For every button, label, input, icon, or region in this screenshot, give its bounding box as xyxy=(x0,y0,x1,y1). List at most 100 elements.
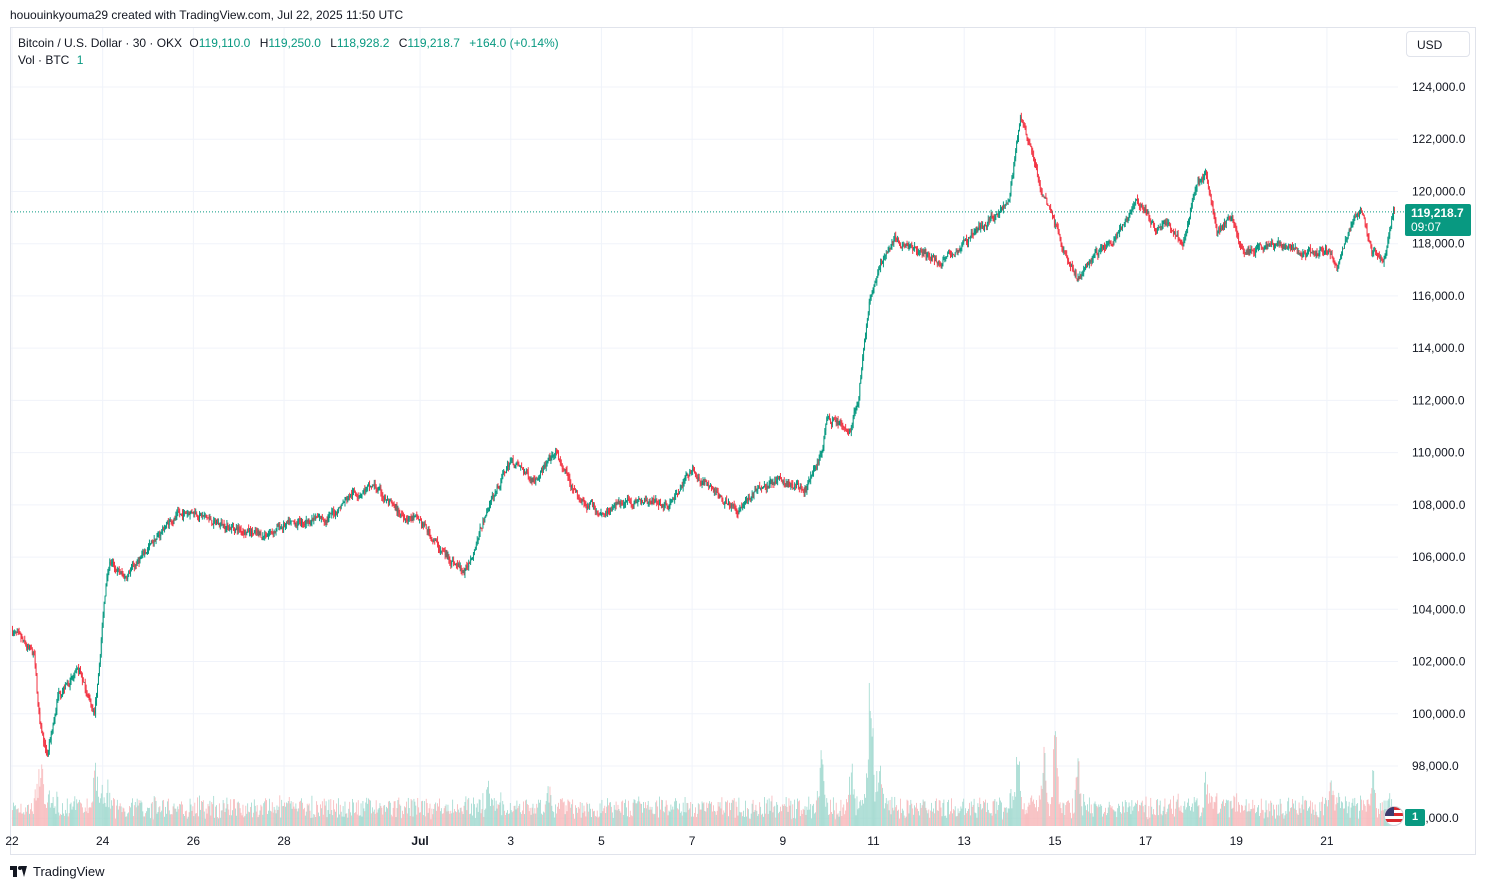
volume-bar xyxy=(1063,803,1065,826)
candle-body xyxy=(1198,180,1200,183)
volume-bar xyxy=(173,803,175,826)
volume-bar xyxy=(17,808,19,826)
volume-bar xyxy=(996,801,998,826)
volume-bar xyxy=(1242,810,1244,826)
volume-bar xyxy=(786,806,788,826)
candle-body xyxy=(901,245,903,249)
candle-body xyxy=(1355,215,1357,217)
candle-body xyxy=(272,532,274,534)
volume-bar xyxy=(525,800,526,826)
candle-body xyxy=(46,749,47,754)
currency-button[interactable]: USD xyxy=(1406,31,1470,57)
volume-bar xyxy=(976,817,978,826)
candle-body xyxy=(1371,247,1373,254)
candle-body xyxy=(339,507,341,509)
candle-body xyxy=(596,510,598,513)
volume-bar xyxy=(629,810,631,826)
candle-body xyxy=(875,282,877,284)
volume-bar xyxy=(1151,806,1153,826)
volume-bar xyxy=(558,802,559,826)
candle-body xyxy=(924,251,926,254)
volume-bar xyxy=(886,804,888,826)
candle-body xyxy=(910,243,912,245)
volume-bar xyxy=(285,806,286,826)
candle-body xyxy=(319,515,320,517)
volume-bar xyxy=(740,812,742,826)
volume-bar xyxy=(247,803,249,826)
volume-bar xyxy=(67,816,69,826)
candle-body xyxy=(1269,244,1271,247)
volume-bar xyxy=(593,810,595,826)
candle-body xyxy=(953,254,955,256)
candle-body xyxy=(484,516,486,523)
candle-body xyxy=(147,549,148,553)
candle-body xyxy=(1286,245,1288,249)
volume-bar xyxy=(952,809,954,826)
candle-body xyxy=(492,495,494,498)
volume-bar xyxy=(1039,799,1041,826)
volume-bar xyxy=(652,813,654,826)
volume-bar xyxy=(1021,809,1023,826)
volume-bar xyxy=(1263,818,1265,826)
candle-body xyxy=(920,250,922,252)
candle-body xyxy=(487,511,489,513)
time-tick-label: 5 xyxy=(598,834,605,848)
candle-body xyxy=(1142,205,1144,209)
volume-bar xyxy=(547,786,549,826)
brand[interactable]: TradingView xyxy=(10,864,105,879)
volume-bar xyxy=(201,801,203,826)
volume-bar xyxy=(951,798,952,826)
volume-bar xyxy=(1122,806,1124,826)
candle-body xyxy=(969,235,971,239)
volume-bar xyxy=(596,810,598,826)
candle-body xyxy=(834,419,836,421)
volume-bar xyxy=(1105,815,1107,826)
candle-body xyxy=(53,720,55,726)
candle-body xyxy=(1070,265,1071,267)
volume-bar xyxy=(512,811,514,826)
volume-bar xyxy=(392,807,394,826)
candle-body xyxy=(71,677,73,679)
volume-bar xyxy=(982,808,984,826)
volume-bar xyxy=(1342,802,1343,826)
candle-body xyxy=(127,575,129,580)
candle-body xyxy=(525,472,526,474)
candle-body xyxy=(366,486,368,490)
volume-bar xyxy=(918,815,920,826)
candle-body xyxy=(384,497,386,500)
candle-body xyxy=(1386,247,1388,252)
volume-bar xyxy=(237,801,239,826)
candle-body xyxy=(949,251,950,253)
volume-bar xyxy=(771,795,773,826)
symbol-label[interactable]: Bitcoin / U.S. Dollar · 30 · OKX xyxy=(18,36,183,50)
volume-bar xyxy=(624,802,625,826)
candle-body xyxy=(371,485,372,488)
volume-bar xyxy=(661,800,663,826)
volume-bar xyxy=(756,810,758,826)
candle-body xyxy=(1039,183,1041,190)
volume-bar xyxy=(1221,803,1223,826)
candle-body xyxy=(413,516,415,519)
volume-label[interactable]: Vol · BTC xyxy=(18,53,70,67)
candle-body xyxy=(303,523,304,525)
volume-bar xyxy=(332,815,334,826)
candle-body xyxy=(916,247,917,251)
volume-bar xyxy=(615,801,617,826)
candle-body xyxy=(1206,171,1207,177)
candle-body xyxy=(722,500,724,504)
volume-bar xyxy=(571,804,573,826)
volume-bar xyxy=(964,815,966,826)
volume-bar xyxy=(22,813,24,826)
volume-bar xyxy=(546,793,548,826)
chart-frame[interactable] xyxy=(10,27,1476,855)
candle-body xyxy=(1150,220,1152,225)
volume-bar xyxy=(176,811,178,826)
volume-bar xyxy=(223,803,225,826)
candle-body xyxy=(1075,272,1077,279)
candle-body xyxy=(196,513,198,516)
volume-bar xyxy=(1116,817,1118,826)
candle-body xyxy=(186,513,188,515)
volume-bar xyxy=(422,800,423,826)
candle-body xyxy=(449,559,451,562)
